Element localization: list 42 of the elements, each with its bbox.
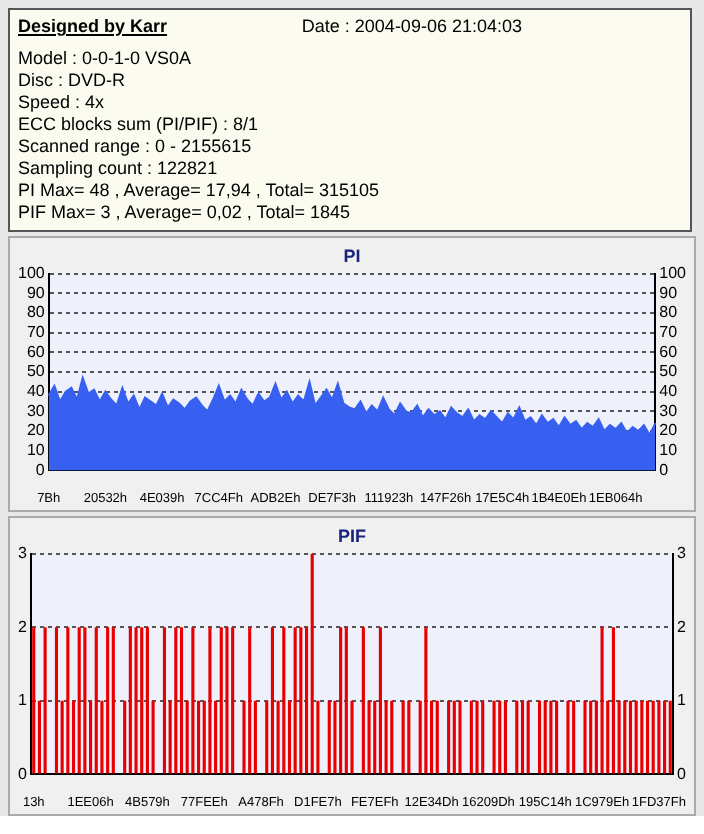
y-tick-label: 0 <box>35 460 46 479</box>
text: Date : 2004-09-06 21:04:03 <box>301 16 522 36</box>
text: PI Max= 48 , Average= 17,94 , Total= 315105 <box>18 180 382 202</box>
text: Designed by Karr <box>18 16 168 36</box>
y2-tick-label: 0 <box>659 460 670 479</box>
y-tick-label: 100 <box>17 264 46 283</box>
y2-tick-label: 70 <box>659 323 679 342</box>
y2-tick-label: 90 <box>659 283 679 302</box>
y2-tick-label: 1 <box>677 691 688 710</box>
y2-tick-label: 30 <box>659 401 679 420</box>
y2-tick-label: 2 <box>677 617 688 636</box>
text: ECC blocks sum (PI/PIF) : 8/1 <box>18 114 261 136</box>
y-tick-label: 10 <box>26 441 46 460</box>
y-tick-label: 3 <box>17 544 28 563</box>
chart-title: PIF <box>337 525 367 546</box>
y-tick-label: 70 <box>26 323 46 342</box>
y2-tick-label: 3 <box>677 544 688 563</box>
text: Model : 0-0-1-0 VS0A <box>18 48 194 70</box>
y2-tick-label: 100 <box>659 264 688 283</box>
y-tick-label: 90 <box>26 283 46 302</box>
y2-tick-label: 40 <box>659 382 679 401</box>
y2-tick-label: 10 <box>659 441 679 460</box>
text: Sampling count : 122821 <box>18 158 220 180</box>
text: Speed : 4x <box>18 92 107 114</box>
y-tick-label: 20 <box>26 421 46 440</box>
text: Disc : DVD-R <box>18 70 127 92</box>
y2-tick-label: 20 <box>659 421 679 440</box>
y-tick-label: 2 <box>17 617 28 636</box>
y-tick-label: 30 <box>26 401 46 420</box>
y2-tick-label: 60 <box>659 342 679 361</box>
chart-title: PI <box>343 245 361 266</box>
y2-tick-label: 80 <box>659 303 679 322</box>
y-tick-label: 1 <box>17 691 28 710</box>
y-tick-label: 50 <box>26 362 46 381</box>
y-tick-label: 80 <box>26 303 46 322</box>
y2-tick-label: 0 <box>677 764 688 783</box>
y-tick-label: 60 <box>26 342 46 361</box>
y-tick-label: 40 <box>26 382 46 401</box>
text: PIF Max= 3 , Average= 0,02 , Total= 1845 <box>18 202 353 224</box>
y-tick-label: 0 <box>17 764 28 783</box>
y2-tick-label: 50 <box>659 362 679 381</box>
text: Scanned range : 0 - 2155615 <box>18 136 254 158</box>
